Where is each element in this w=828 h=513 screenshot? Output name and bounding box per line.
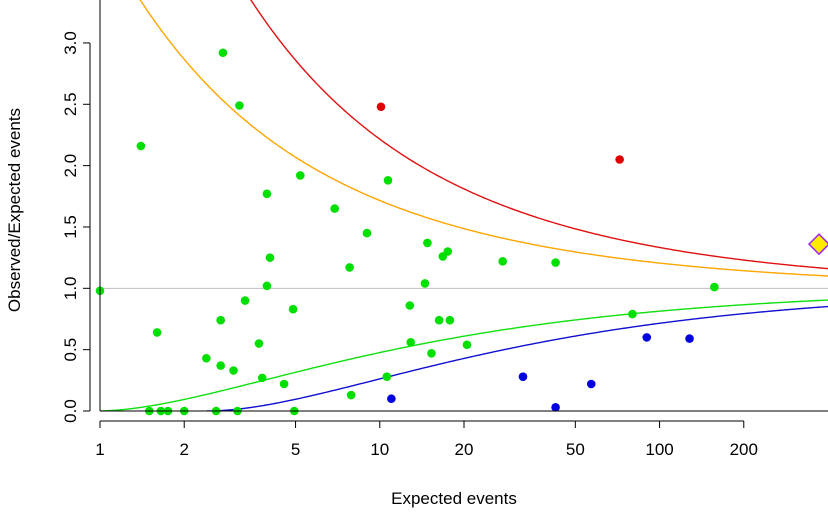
- x-tick-label: 5: [291, 440, 300, 459]
- point-green: [423, 238, 432, 248]
- y-tick-label: 1.5: [61, 215, 80, 239]
- limit-curve-upper-outer: [250, 0, 828, 270]
- point-green: [346, 390, 356, 400]
- y-tick-label: 1.0: [61, 276, 80, 300]
- highlight-diamond: [807, 233, 828, 256]
- y-tick-label: 2.5: [61, 92, 80, 116]
- point-red: [376, 102, 386, 112]
- point-green: [383, 176, 393, 185]
- point-green: [362, 228, 372, 238]
- point-green: [152, 328, 162, 337]
- point-green: [462, 340, 472, 350]
- y-tick-label: 3.0: [61, 31, 80, 55]
- point-green: [136, 141, 146, 151]
- point-green: [405, 301, 415, 310]
- point-green: [628, 309, 637, 319]
- point-green: [257, 373, 267, 383]
- point-green: [262, 281, 272, 291]
- point-green: [345, 263, 354, 272]
- point-blue: [685, 334, 694, 343]
- point-green: [427, 349, 436, 358]
- point-green: [420, 279, 430, 288]
- point-green: [330, 204, 339, 213]
- point-green: [445, 315, 455, 325]
- y-tick-label: 2.0: [61, 154, 80, 178]
- y-tick-label: 0.5: [61, 338, 80, 362]
- y-axis-title: Observed/Expected events: [5, 108, 24, 312]
- point-green: [551, 258, 560, 267]
- x-tick-label: 200: [730, 440, 758, 459]
- point-green: [216, 361, 225, 370]
- point-green: [202, 353, 211, 363]
- point-green: [710, 282, 719, 292]
- point-green: [498, 257, 507, 266]
- x-axis-title: Expected events: [391, 489, 517, 508]
- point-blue: [551, 403, 560, 412]
- axes: 1 2 5 10 20 50 100 200 0.0 0.5 1.0 1.5 2.0 2.5 3.0: [61, 0, 828, 459]
- point-green: [235, 101, 244, 110]
- point-green: [254, 339, 264, 348]
- control-limit-curves: [100, 0, 828, 411]
- point-green: [229, 366, 238, 375]
- x-tick-label: 100: [645, 440, 673, 459]
- x-tick-label: 50: [566, 440, 585, 459]
- point-green: [262, 189, 272, 199]
- point-blue: [586, 379, 596, 389]
- x-tick-label: 1: [95, 440, 104, 459]
- point-blue: [642, 333, 652, 342]
- limit-curve-lower-outer: [206, 305, 828, 411]
- limit-curve-lower-inner: [100, 299, 828, 411]
- point-green: [216, 315, 225, 325]
- point-red: [615, 155, 624, 164]
- data-points: [95, 48, 828, 416]
- y-tick-label: 0.0: [61, 399, 80, 423]
- point-green: [279, 379, 289, 389]
- point-green: [443, 247, 453, 256]
- point-green: [218, 48, 228, 58]
- limit-curve-upper-inner: [139, 0, 828, 277]
- point-green: [382, 372, 392, 381]
- point-green: [288, 304, 298, 314]
- point-green: [296, 171, 305, 180]
- x-tick-label: 2: [179, 440, 188, 459]
- point-green: [434, 315, 444, 325]
- point-green: [240, 296, 250, 305]
- x-tick-label: 20: [455, 440, 474, 459]
- point-green: [265, 253, 275, 262]
- point-blue: [518, 372, 528, 381]
- x-tick-label: 10: [370, 440, 389, 459]
- point-blue: [387, 394, 396, 404]
- point-green: [406, 338, 416, 347]
